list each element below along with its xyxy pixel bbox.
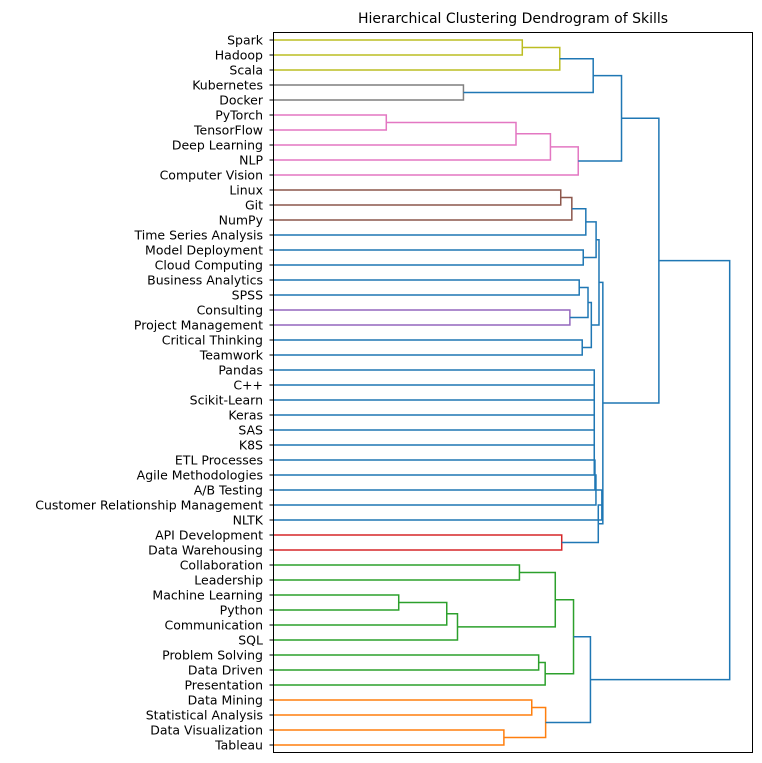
leaf-labels: SparkHadoopScalaKubernetesDockerPyTorchT… — [35, 33, 274, 753]
dendrogram-link — [273, 146, 579, 176]
leaf-label: Data Visualization — [150, 723, 263, 738]
dendrogram-links — [273, 39, 731, 746]
dendrogram-link — [273, 249, 584, 266]
dendrogram-link — [273, 377, 596, 401]
leaf-label: ETL Processes — [175, 453, 263, 468]
leaf-label: Leadership — [194, 573, 263, 588]
leaf-label: Data Mining — [188, 693, 263, 708]
leaf-label: Critical Thinking — [162, 333, 263, 348]
dendrogram-link — [578, 74, 623, 162]
dendrogram-link — [273, 388, 596, 416]
leaf-label: Presentation — [184, 678, 263, 693]
leaf-label: Pandas — [218, 363, 263, 378]
dendrogram-link — [273, 654, 540, 671]
leaf-label: Cloud Computing — [155, 258, 263, 273]
dendrogram-link — [273, 196, 573, 221]
leaf-label: PyTorch — [215, 108, 263, 123]
dendrogram-link — [273, 699, 533, 716]
dendrogram-link — [273, 729, 505, 746]
leaf-label: Teamwork — [199, 348, 264, 363]
leaf-label: Data Warehousing — [148, 543, 263, 558]
dendrogram-link — [273, 534, 563, 551]
leaf-label: Docker — [219, 93, 264, 108]
dendrogram-link — [273, 84, 465, 101]
plot-frame — [273, 32, 753, 753]
leaf-label: Scala — [229, 63, 263, 78]
leaf-label: NLTK — [233, 513, 264, 528]
leaf-label: Git — [245, 198, 263, 213]
leaf-label: Statistical Analysis — [146, 708, 263, 723]
leaf-label: API Development — [155, 528, 263, 543]
leaf-label: Hadoop — [215, 48, 263, 63]
dendrogram-link — [273, 46, 561, 71]
dendrogram-link — [273, 564, 521, 581]
leaf-label: A/B Testing — [194, 483, 263, 498]
leaf-label: Kubernetes — [192, 78, 263, 93]
leaf-label: SQL — [238, 633, 263, 648]
leaf-label: Business Analytics — [147, 273, 263, 288]
leaf-label: SPSS — [232, 288, 263, 303]
dendrogram-link — [273, 133, 552, 161]
leaf-label: Machine Learning — [152, 588, 263, 603]
leaf-label: Computer Vision — [160, 168, 263, 183]
leaf-label: Collaboration — [180, 558, 263, 573]
dendrogram-link — [590, 259, 731, 681]
dendrogram-link — [273, 613, 459, 641]
dendrogram-link — [273, 121, 517, 146]
leaf-label: Consulting — [197, 303, 263, 318]
leaf-label: Python — [220, 603, 263, 618]
chart-title: Hierarchical Clustering Dendrogram of Sk… — [358, 11, 668, 27]
leaf-label: Time Series Analysis — [134, 228, 263, 243]
leaf-label: TensorFlow — [193, 123, 263, 138]
leaf-label: Problem Solving — [162, 648, 263, 663]
dendrogram-link — [545, 635, 592, 724]
dendrogram-link — [591, 238, 600, 326]
leaf-label: Model Deployment — [145, 243, 263, 258]
leaf-label: Spark — [227, 33, 264, 48]
dendrogram-link — [273, 309, 571, 326]
leaf-label: Customer Relationship Management — [35, 498, 263, 513]
leaf-label: Tableau — [214, 738, 263, 753]
leaf-label: Keras — [228, 408, 263, 423]
dendrogram-link — [273, 39, 524, 56]
dendrogram-link — [561, 504, 602, 544]
dendrogram-link — [503, 706, 547, 739]
leaf-label: NLP — [239, 153, 263, 168]
leaf-label: Deep Learning — [172, 138, 263, 153]
leaf-label: K8S — [239, 438, 263, 453]
dendrogram-link — [463, 58, 594, 94]
leaf-label: Project Management — [134, 318, 263, 333]
leaf-label: SAS — [238, 423, 263, 438]
leaf-label: Agile Methodologies — [137, 468, 263, 483]
leaf-label: C++ — [233, 378, 263, 393]
dendrogram-link — [273, 189, 562, 206]
dendrogram-link — [582, 301, 593, 349]
dendrogram-link — [273, 208, 587, 236]
leaf-label: Linux — [229, 183, 263, 198]
dendrogram-link — [273, 601, 448, 626]
dendrogram-link — [273, 661, 546, 686]
leaf-label: Scikit-Learn — [190, 393, 263, 408]
dendrogram-link — [273, 339, 583, 356]
dendrogram-link — [545, 598, 575, 675]
leaf-label: Communication — [164, 618, 263, 633]
dendrogram-link — [273, 401, 596, 431]
leaf-label: NumPy — [219, 213, 264, 228]
dendrogram-link — [273, 279, 580, 296]
dendrogram-link — [273, 369, 596, 386]
dendrogram-link — [273, 594, 400, 611]
leaf-label: Data Driven — [188, 663, 263, 678]
dendrogram-link — [273, 114, 388, 131]
